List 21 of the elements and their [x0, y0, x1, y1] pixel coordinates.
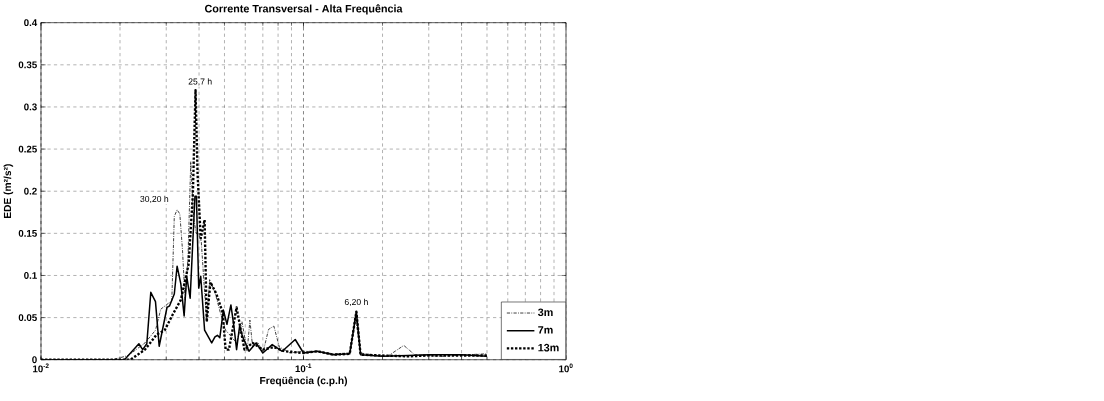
y-tick-label: 0.3	[24, 103, 37, 111]
y-tick-label: 0.4	[24, 19, 38, 27]
annotation: 6,20 h	[344, 298, 368, 307]
legend-label: 13m	[538, 343, 559, 352]
y-tick-label: 0.15	[18, 230, 37, 237]
legend-label: 3m	[537, 308, 553, 317]
y-tick-label: 0.1	[24, 272, 37, 280]
y-tick-label: 0.25	[18, 145, 37, 153]
y-tick-label: 0.2	[24, 187, 37, 195]
y-axis-title: EDE (m²/s²)	[3, 164, 14, 219]
chart-title: Corrente Transversal - Alta Frequência	[204, 4, 403, 15]
x-tick-label: 10$^{0}$	[559, 363, 573, 373]
y-tick-label: 0.35	[18, 61, 37, 69]
x-axis-title: Freqüência (c.p.h)	[260, 376, 348, 387]
legend-label: 7m	[538, 326, 553, 334]
x-tick-label: 10$^{-2}$	[33, 363, 49, 373]
y-tick-label: 0	[32, 356, 37, 364]
annotation: 25,7 h	[188, 78, 212, 86]
annotation: 30,20 h	[140, 195, 169, 204]
y-tick-label: 0.05	[18, 314, 37, 322]
x-tick-label: 10$^{-1}$	[295, 363, 312, 373]
